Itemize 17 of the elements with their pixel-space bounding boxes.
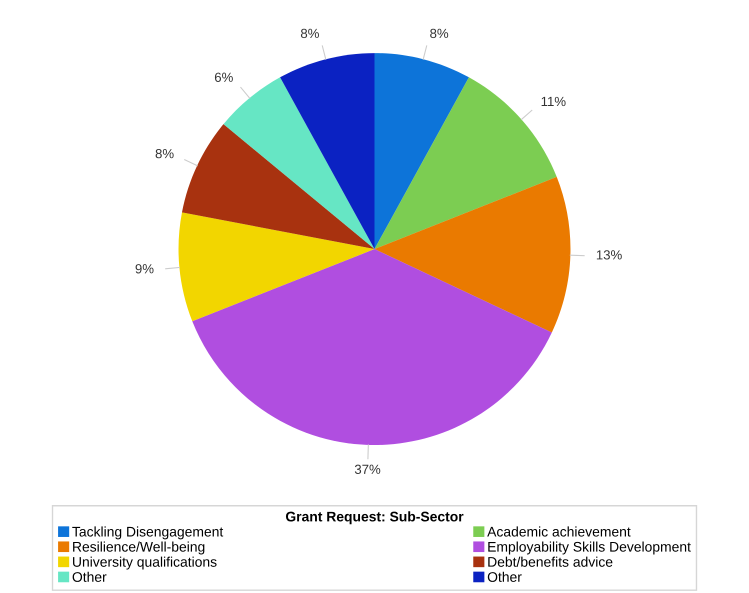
legend-label: Employability Skills Development bbox=[488, 542, 691, 554]
data-label: 9% bbox=[136, 264, 154, 274]
legend-title: Grant Request: Sub-Sector bbox=[286, 511, 464, 524]
data-label: 37% bbox=[354, 464, 380, 474]
data-label: 13% bbox=[596, 250, 622, 260]
legend-label: University qualifications bbox=[73, 556, 217, 570]
legend-label: Debt/benefits advice bbox=[488, 556, 612, 567]
legend-label: Tackling Disengagement bbox=[72, 526, 224, 540]
data-label: 8% bbox=[156, 148, 174, 158]
legend-label: Other bbox=[488, 572, 522, 582]
legend-label: Academic achievement bbox=[487, 526, 631, 537]
legend-label: Other bbox=[72, 572, 106, 582]
data-label: 6% bbox=[214, 72, 233, 82]
data-label: 8% bbox=[300, 28, 319, 38]
data-label: 8% bbox=[430, 28, 448, 38]
data-label: 11% bbox=[542, 96, 566, 106]
legend-label: Resilience/Well-being bbox=[73, 542, 204, 554]
